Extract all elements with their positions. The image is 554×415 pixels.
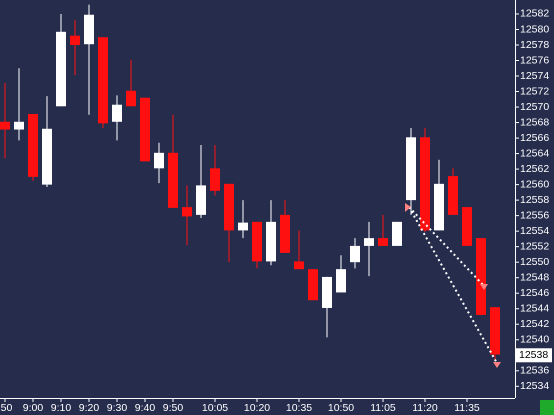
- x-tick-label: 9:50: [163, 402, 184, 414]
- candle-body: [56, 31, 66, 107]
- candle-body: [336, 269, 346, 293]
- x-tick-label: 10:50: [328, 402, 354, 414]
- y-tick-label: 12548: [520, 271, 549, 283]
- plot: [0, 4, 500, 360]
- y-tick-label: 12544: [520, 303, 549, 315]
- x-tick-label: 11:35: [454, 402, 480, 414]
- candle-body: [322, 276, 332, 308]
- y-tick-label: 12564: [520, 147, 549, 159]
- candle-body: [434, 183, 444, 231]
- candle-body: [182, 207, 192, 217]
- candle-body: [126, 90, 136, 107]
- candle-body: [350, 245, 360, 263]
- x-tick-label: 9:00: [23, 402, 44, 414]
- trend-arrow: [480, 284, 488, 290]
- y-tick-label: 12546: [520, 287, 549, 299]
- candle-body: [14, 121, 24, 130]
- x-tick-label: 10:35: [286, 402, 312, 414]
- y-tick-label: 12572: [520, 85, 549, 97]
- candle-body: [406, 137, 416, 201]
- candle-body: [210, 168, 220, 191]
- y-tick-label: 12576: [520, 54, 549, 66]
- candle-body: [280, 214, 290, 253]
- candle-body: [266, 221, 276, 262]
- candle-body: [42, 128, 52, 185]
- candle-body: [378, 238, 388, 246]
- y-tick-label: 12536: [520, 365, 549, 377]
- y-tick-label: 12540: [520, 334, 549, 346]
- y-tick-label: 12562: [520, 163, 549, 175]
- trend-line: [408, 206, 499, 366]
- candle-body: [224, 183, 234, 231]
- candle-body: [70, 35, 80, 45]
- y-tick-label: 12534: [520, 380, 549, 392]
- x-tick-label: 10:05: [202, 402, 228, 414]
- y-tick-label: 12566: [520, 132, 549, 144]
- y-tick-label: 12582: [520, 8, 549, 20]
- y-tick-label: 12578: [520, 39, 549, 51]
- candle-body: [308, 269, 318, 301]
- x-tick-label: 9:40: [135, 402, 156, 414]
- candle-body: [252, 221, 262, 262]
- candle-body: [490, 307, 500, 355]
- candle-body: [392, 221, 402, 246]
- candle-body: [294, 261, 304, 270]
- candle-body: [112, 104, 122, 122]
- x-tick-label: 9:30: [107, 402, 128, 414]
- trend-line: [408, 206, 486, 288]
- trend-anchor: [405, 203, 411, 212]
- trend-arrow: [493, 362, 501, 368]
- candle-body: [462, 207, 472, 246]
- candle-body: [140, 97, 150, 162]
- candle-body: [154, 152, 164, 169]
- x-tick-label: 9:10: [51, 402, 72, 414]
- candle-body: [238, 222, 248, 231]
- x-tick-label: :50: [0, 402, 12, 414]
- candle-body: [98, 37, 108, 124]
- y-tick-label: 12554: [520, 225, 549, 237]
- x-tick-label: 10:20: [244, 402, 270, 414]
- last-price-box: [516, 348, 552, 363]
- x-tick-label: 11:05: [370, 402, 396, 414]
- y-tick-label: 12542: [520, 318, 549, 330]
- x-tick-label: 11:20: [412, 402, 438, 414]
- x-tick-label: 9:20: [79, 402, 100, 414]
- last-price-label: 12538: [519, 349, 548, 361]
- y-tick-label: 12552: [520, 240, 549, 252]
- candle-body: [84, 14, 94, 45]
- y-tick-label: 12556: [520, 209, 549, 221]
- y-tick-label: 12560: [520, 178, 549, 190]
- y-tick-label: 12568: [520, 116, 549, 128]
- candle-body: [420, 137, 430, 231]
- y-tick-label: 12550: [520, 256, 549, 268]
- candle-body: [28, 114, 38, 177]
- y-tick-label: 12570: [520, 101, 549, 113]
- candle-body: [168, 152, 178, 208]
- candle-body: [364, 238, 374, 246]
- candle-body: [448, 176, 458, 215]
- y-tick-label: 12558: [520, 194, 549, 206]
- candle-body: [476, 238, 486, 315]
- candle-body: [0, 121, 10, 130]
- y-tick-label: 12574: [520, 70, 549, 82]
- candle-body: [196, 185, 206, 215]
- y-tick-label: 12580: [520, 23, 549, 35]
- time-marker: [540, 400, 554, 415]
